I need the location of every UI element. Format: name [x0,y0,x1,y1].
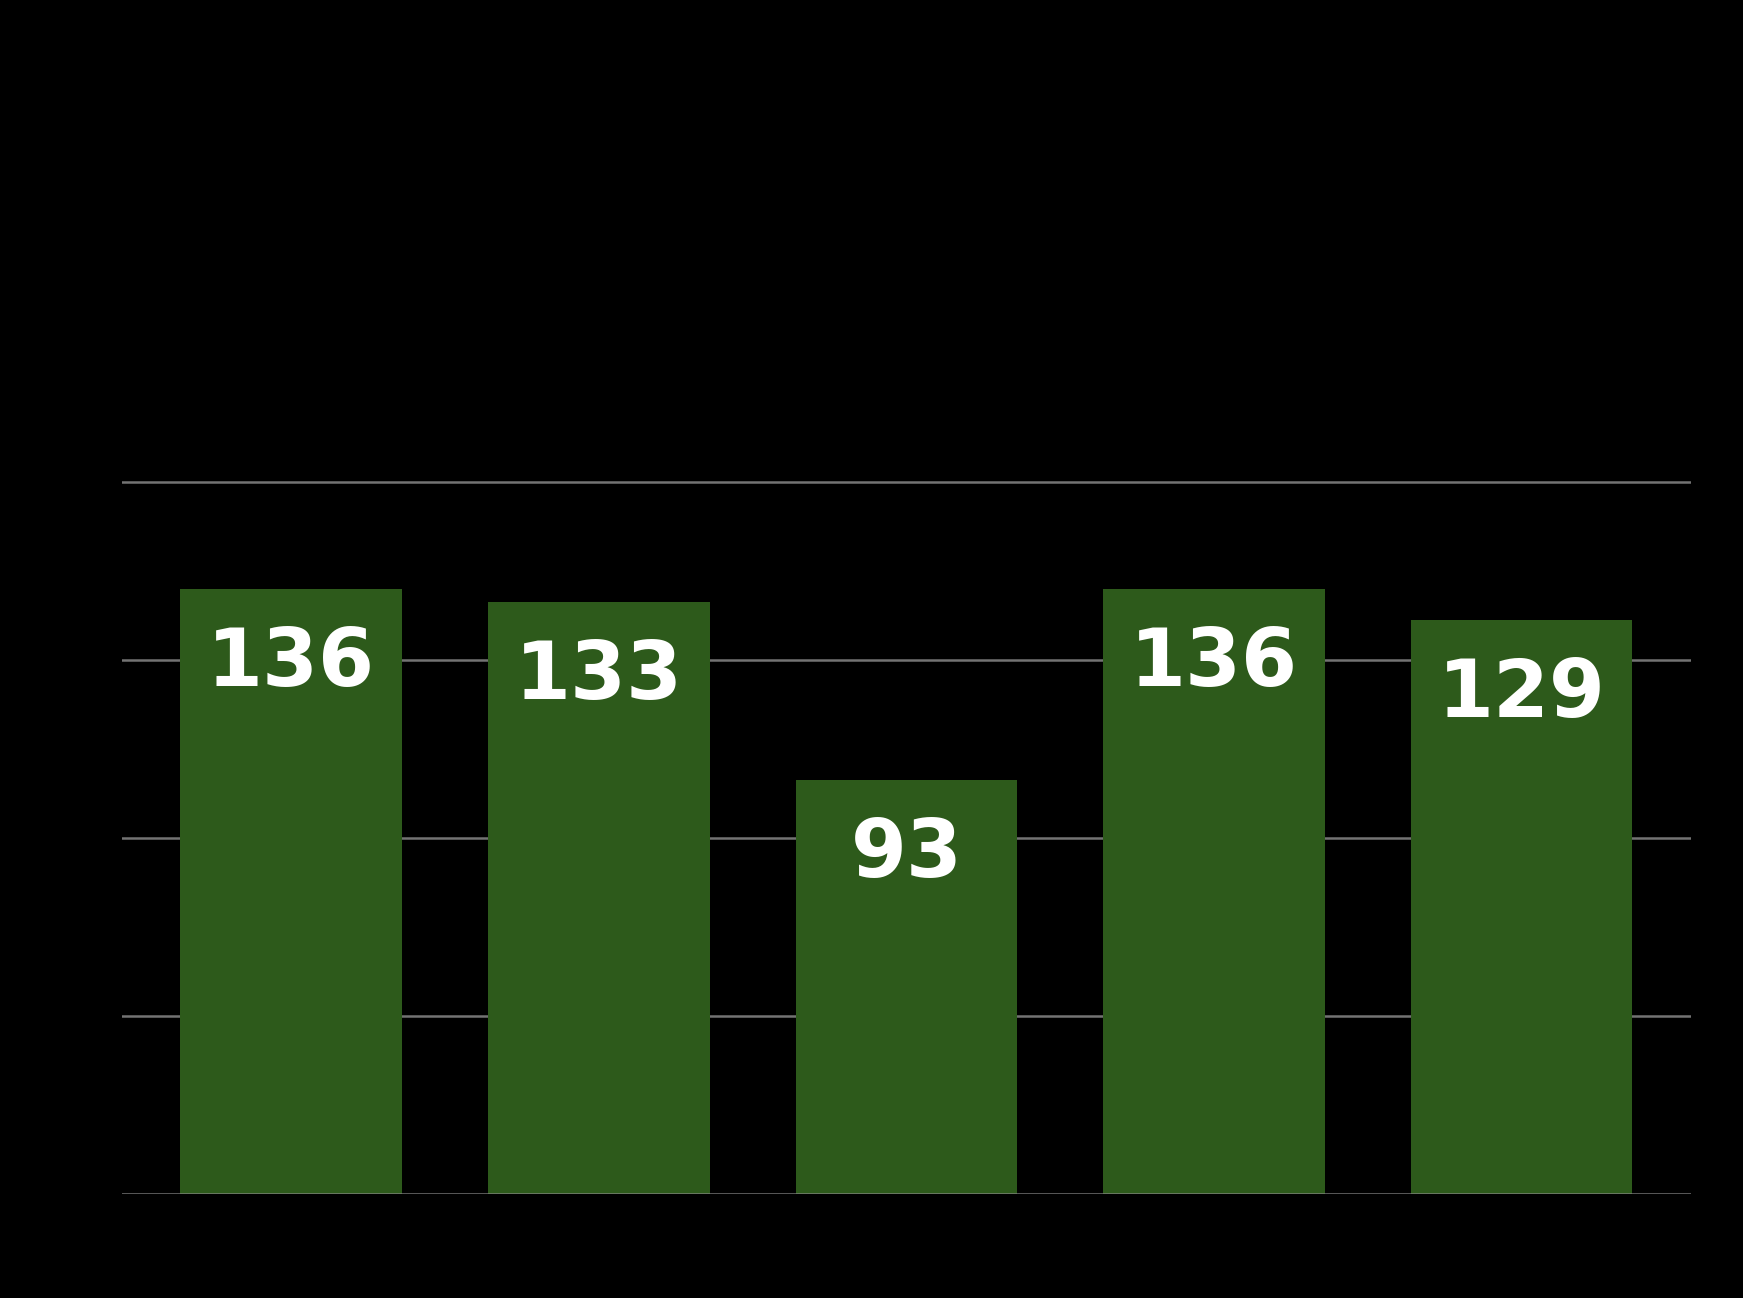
Text: 129: 129 [1438,655,1605,733]
Text: 93: 93 [851,816,962,894]
Text: 136: 136 [1129,624,1299,702]
Text: 133: 133 [514,637,683,716]
Bar [181,589,403,1194]
Bar [1103,589,1325,1194]
Bar [1410,620,1631,1194]
Text: 136: 136 [207,624,375,702]
Bar [795,780,1018,1194]
Bar [488,602,709,1194]
